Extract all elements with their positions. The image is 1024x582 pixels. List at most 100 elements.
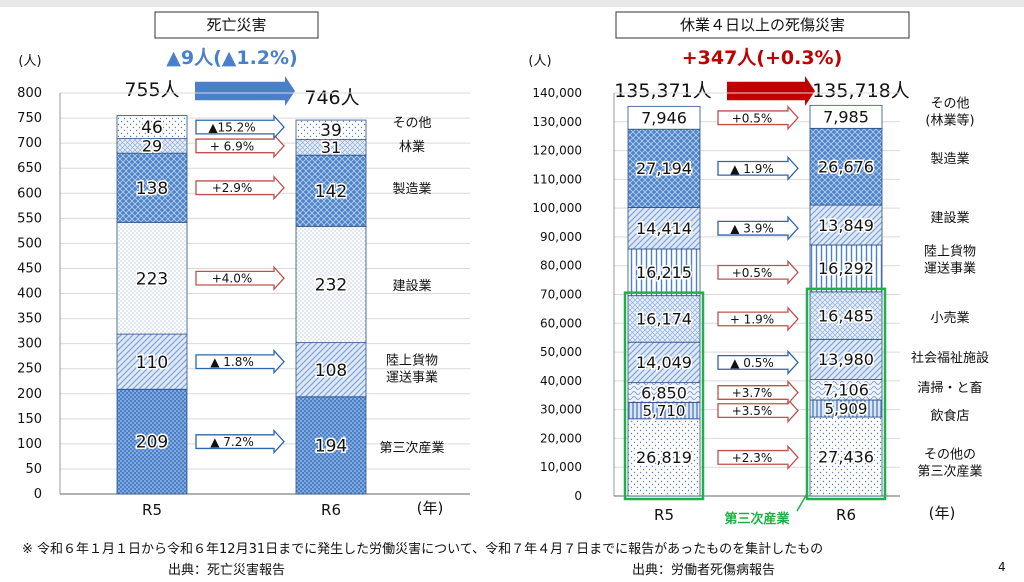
series-change-arrow (195, 428, 285, 455)
series-change-arrow (195, 175, 285, 201)
data-label: 5,909 (825, 400, 868, 418)
series-change-arrow (717, 259, 799, 285)
y-tick-label: 140,000 (532, 86, 582, 100)
bar-segment (116, 388, 188, 495)
series-change-label: ▲ 7.2% (210, 435, 254, 449)
y-tick-label: 80,000 (540, 259, 582, 273)
total-label: 746人 (304, 87, 359, 109)
x-tick-label: R5 (142, 501, 162, 519)
series-change-arrow (717, 155, 799, 182)
group-outline (623, 291, 705, 501)
y-tick-label: 90,000 (540, 230, 582, 244)
bar-segment (295, 119, 367, 141)
series-change-arrow (717, 379, 799, 406)
bar-segment (809, 104, 883, 129)
legend-label: 清掃・と畜 (917, 380, 982, 396)
series-change-arrow (717, 306, 799, 332)
total-label: 135,371人 (614, 80, 712, 102)
bar-segment (627, 295, 701, 343)
legend-label: 陸上貨物運送事業 (386, 353, 438, 386)
data-label: 26,676 (818, 157, 874, 176)
data-label: 223 (136, 269, 168, 289)
bar-segment (295, 396, 367, 495)
series-change-arrow (717, 349, 799, 376)
data-label: 13,849 (818, 216, 874, 235)
data-label: 6,850 (641, 383, 687, 402)
bar-segment (627, 128, 701, 208)
y-tick-label: 350 (17, 312, 42, 327)
series-change-label: ▲ 1.9% (730, 162, 774, 176)
injury-accidents-chart: 休業４日以上の死傷災害 +347人(+0.3%) 135,371人 135,718人 (… (528, 11, 989, 527)
series-change-label: ▲15.2% (208, 121, 255, 135)
bar-segment (627, 418, 701, 497)
y-tick-label: 150 (17, 412, 42, 427)
y-axis-label: (人) (528, 54, 551, 69)
legend-label: その他の第三次産業 (917, 448, 982, 480)
y-tick-label: 50 (25, 462, 42, 477)
series-change-label: +2.9% (212, 181, 253, 195)
legend-label: その他 (392, 116, 431, 131)
data-label: 209 (136, 433, 168, 453)
series-change-label: +4.0% (212, 272, 253, 286)
y-tick-label: 110,000 (532, 172, 582, 186)
y-tick-label: 300 (17, 337, 42, 352)
data-label: 46 (141, 118, 163, 138)
x-axis-label: (年) (417, 499, 444, 517)
series-change-arrow (195, 265, 285, 291)
bar-segment (627, 341, 701, 384)
y-tick-label: 200 (17, 387, 42, 402)
group-outline (805, 287, 887, 501)
legend-label: 第三次産業 (379, 440, 444, 456)
x-tick-label: R6 (321, 501, 341, 519)
total-label: 755人 (124, 79, 179, 101)
x-axis-label: (年) (929, 504, 956, 522)
data-label: 13,980 (818, 350, 874, 369)
data-label: 39 (320, 121, 342, 141)
y-tick-label: 100,000 (532, 201, 582, 215)
y-tick-label: 10,000 (540, 460, 582, 474)
series-change-label: + 1.9% (730, 312, 774, 326)
data-label: 7,106 (823, 381, 869, 400)
footnote: ※ 令和６年１月１日から令和６年12月31日までに発生した労働災害について、令和… (22, 542, 824, 557)
series-change-label: +2.3% (732, 451, 773, 465)
change-summary: ▲9人(▲1.2%) (166, 47, 298, 69)
data-label: 138 (136, 179, 168, 199)
y-tick-label: 30,000 (540, 403, 582, 417)
bar-segment (116, 152, 188, 223)
data-label: 31 (321, 138, 341, 157)
data-label: 14,414 (636, 219, 692, 238)
series-change-label: +0.5% (732, 266, 773, 280)
data-label: 16,292 (818, 259, 874, 278)
data-label: 7,946 (641, 109, 687, 128)
legend-label: 小売業 (930, 310, 969, 326)
chart-title: 休業４日以上の死傷災害 (680, 16, 845, 34)
series-change-arrow (717, 215, 799, 241)
legend-label: 社会福祉施設 (911, 350, 989, 366)
y-tick-label: 550 (17, 211, 42, 226)
total-label: 135,718人 (812, 80, 910, 102)
source-fatal: 出典：死亡災害報告 (168, 563, 286, 578)
y-tick-label: 750 (17, 111, 42, 126)
y-tick-label: 250 (17, 362, 42, 377)
title-box (154, 11, 319, 39)
data-label: 194 (315, 436, 347, 456)
legend-label: その他(林業等) (925, 97, 974, 129)
legend-label: 建設業 (392, 278, 431, 294)
group-leader-line (796, 491, 809, 512)
data-label: 108 (315, 361, 347, 381)
legend-label: 陸上貨物運送事業 (924, 244, 976, 277)
series-change-label: ▲ 0.5% (730, 356, 774, 370)
bar-segment (116, 221, 188, 335)
data-label: 16,485 (818, 306, 874, 325)
bar-segment (627, 207, 701, 250)
bar-segment (116, 115, 188, 140)
data-label: 14,049 (636, 353, 692, 372)
y-tick-label: 0 (34, 487, 42, 502)
legend-label: 製造業 (930, 151, 969, 167)
series-change-arrow (195, 348, 285, 375)
series-change-arrow (195, 114, 285, 140)
y-tick-label: 600 (17, 186, 42, 201)
title-box (615, 11, 910, 39)
y-tick-label: 20,000 (540, 431, 582, 445)
